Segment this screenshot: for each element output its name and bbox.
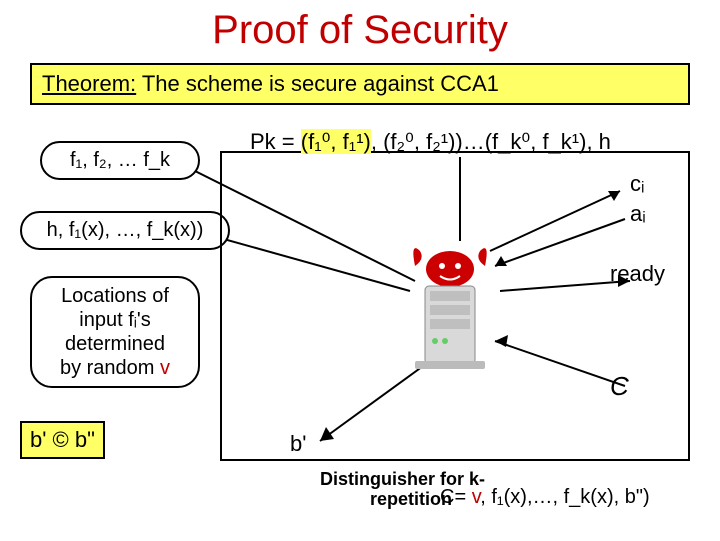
node-pairs-text: f₁, f₂, … f_k	[70, 149, 170, 171]
c-equals-line: C= v, f₁(x),…, f_k(x), b")	[440, 486, 650, 509]
server-icon	[400, 241, 500, 376]
node-hvals: h, f₁(x), …, f_k(x))	[20, 211, 230, 250]
theorem-box: Theorem: The scheme is secure against CC…	[30, 63, 690, 105]
label-ci: cᵢ	[630, 171, 644, 197]
theorem-label: Theorem:	[42, 71, 136, 96]
page-title: Proof of Security	[0, 0, 720, 53]
label-ready: ready	[610, 261, 665, 287]
node-hvals-text: h, f₁(x), …, f_k(x))	[47, 219, 204, 241]
bprime-result-box: b' © b"	[20, 421, 105, 459]
theorem-text: The scheme is secure against CCA1	[136, 71, 499, 96]
locations-l4: by random v	[42, 356, 188, 380]
pk-line: Pk = (f₁⁰, f₁¹), (f₂⁰, f₂¹))…(f_k⁰, f_k¹…	[250, 129, 611, 155]
locations-l2: input fᵢ's	[42, 308, 188, 332]
bprime-inside: b'	[290, 431, 306, 457]
label-ai: aᵢ	[630, 201, 646, 227]
locations-l1: Locations of	[42, 284, 188, 308]
node-pairs: f₁, f₂, … f_k	[40, 141, 200, 180]
label-C: C	[610, 371, 629, 402]
locations-l3: determined	[42, 332, 188, 356]
diagram-area: f₁, f₂, … f_k h, f₁(x), …, f_k(x)) Locat…	[0, 111, 720, 541]
node-locations: Locations of input fᵢ's determined by ra…	[30, 276, 200, 388]
